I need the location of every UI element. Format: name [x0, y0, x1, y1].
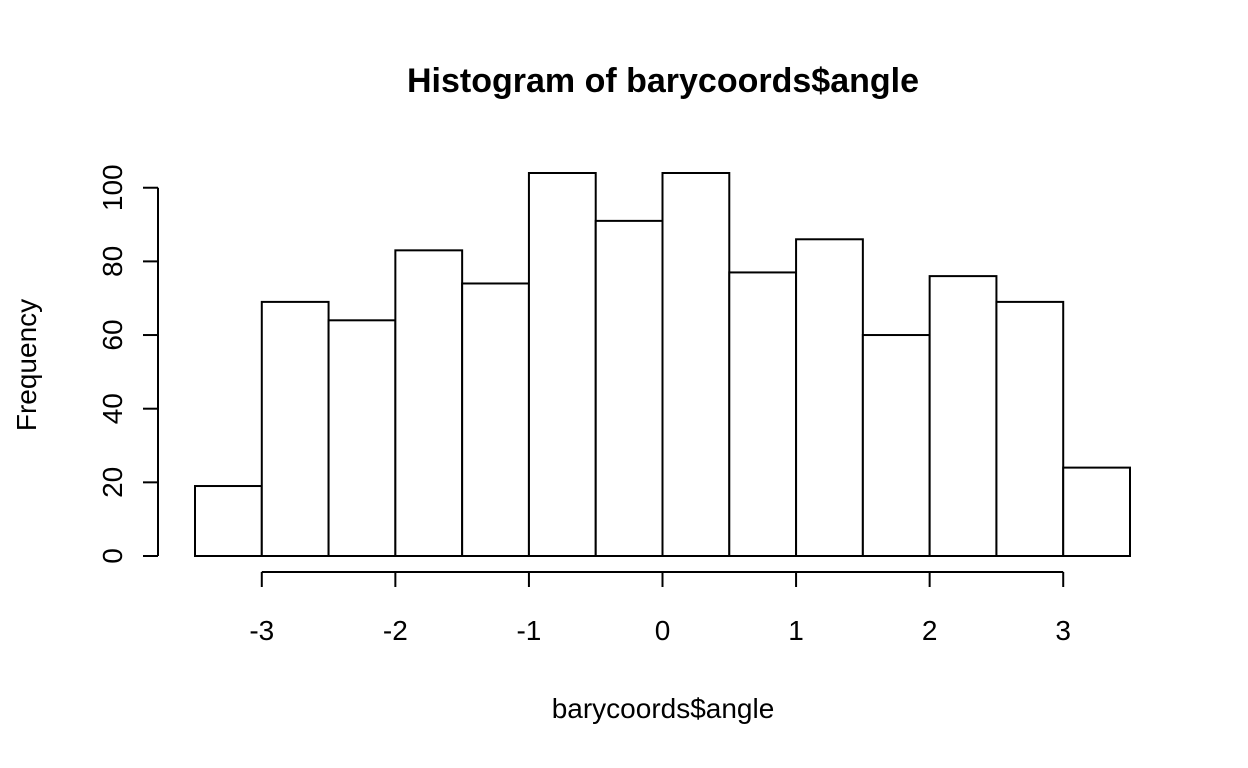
chart-title: Histogram of barycoords$angle — [407, 62, 919, 100]
x-tick-label: 3 — [1055, 615, 1071, 646]
histogram-bar — [194, 485, 263, 557]
y-ticks: 0 20 40 60 80 100 — [97, 164, 158, 564]
x-axis: -3 -2 -1 0 1 2 3 — [249, 571, 1071, 646]
y-axis-label: Frequency — [11, 299, 42, 431]
histogram-bar — [661, 172, 731, 557]
y-axis: 0 20 40 60 80 100 — [97, 164, 159, 564]
x-tick-label: -1 — [516, 615, 541, 646]
histogram-bar — [861, 334, 931, 557]
y-tick-label: 0 — [97, 548, 128, 564]
x-ticks: -3 -2 -1 0 1 2 3 — [249, 572, 1071, 646]
x-axis-label: barycoords$angle — [552, 693, 775, 724]
bars-group — [194, 172, 1131, 558]
histogram-bar — [327, 319, 397, 557]
histogram-bar — [995, 300, 1065, 557]
x-tick-label: 0 — [655, 615, 671, 646]
histogram-bar — [728, 271, 798, 557]
histogram-bar — [795, 238, 864, 558]
y-tick-label: 80 — [97, 246, 128, 277]
x-tick-label: 1 — [788, 615, 804, 646]
x-tick-label: -3 — [249, 615, 274, 646]
histogram-bar — [394, 249, 464, 557]
y-tick-label: 60 — [97, 319, 128, 350]
histogram-bar — [928, 275, 998, 557]
histogram-bar — [594, 219, 664, 557]
histogram-bar — [461, 282, 530, 557]
x-tick-label: 2 — [922, 615, 938, 646]
y-tick-label: 40 — [97, 393, 128, 424]
y-tick-label: 100 — [97, 164, 128, 211]
x-tick-label: -2 — [383, 615, 408, 646]
histogram-bar — [260, 300, 330, 557]
histogram-bar — [527, 172, 597, 557]
y-tick-label: 20 — [97, 467, 128, 498]
histogram-bar — [1062, 466, 1131, 557]
